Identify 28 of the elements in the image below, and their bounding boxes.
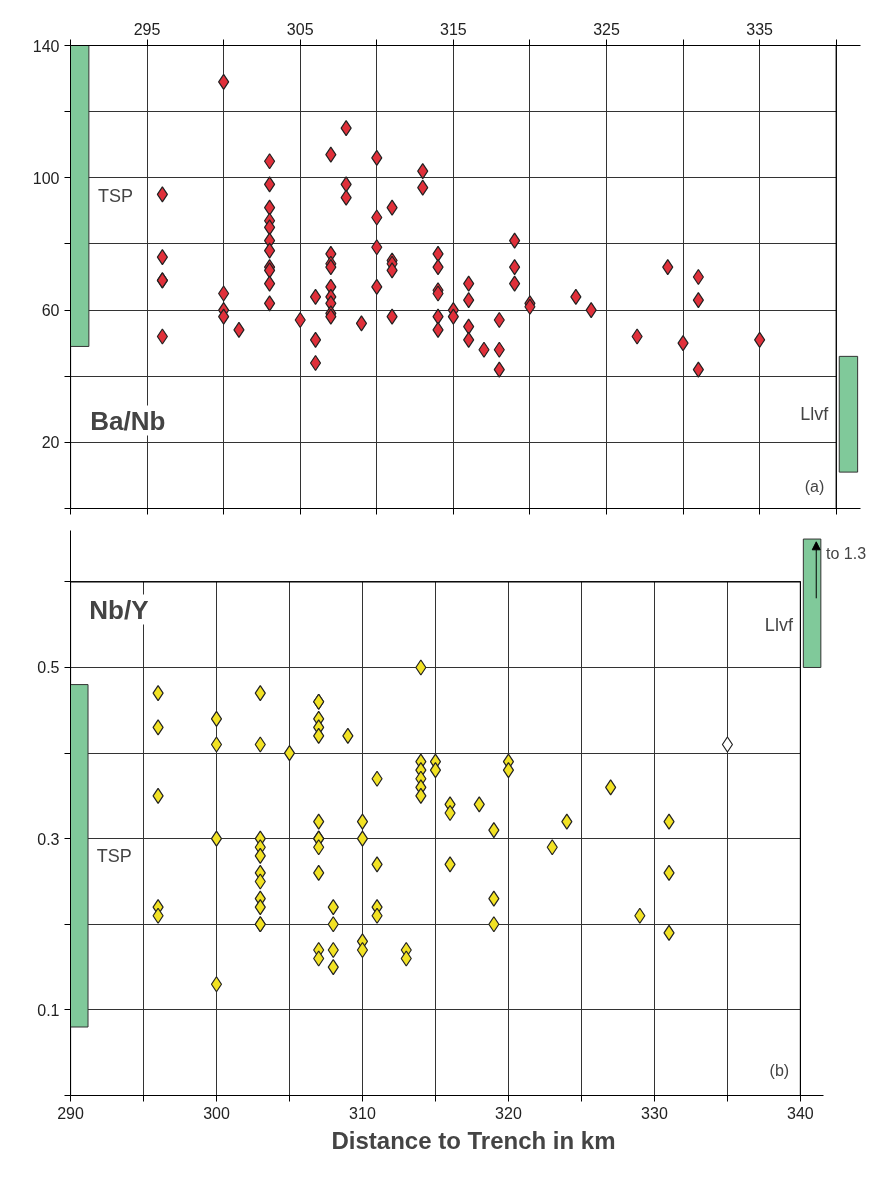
- x-tick-label: 330: [641, 1104, 668, 1122]
- annotation: (b): [769, 1061, 790, 1079]
- series-label: TSP: [98, 185, 134, 206]
- y-tick-label: 20: [41, 434, 60, 452]
- x-axis-title: Distance to Trench in km: [331, 1126, 616, 1154]
- x-tick-label: 335: [746, 20, 774, 38]
- text: Ba/Nb: [90, 405, 166, 436]
- y-tick-label: 0.5: [37, 659, 60, 677]
- y-tick-label: 0.3: [37, 830, 60, 848]
- x-tick-label: 325: [593, 20, 620, 38]
- series-label: Llvf: [764, 614, 794, 635]
- y-tick-label: 0.1: [37, 1001, 60, 1019]
- x-tick-label: 295: [133, 20, 161, 38]
- y-tick-label: 140: [32, 37, 60, 55]
- text: to 1.3: [826, 544, 867, 562]
- text: Nb/Y: [89, 594, 149, 625]
- x-tick-label: 315: [440, 20, 467, 38]
- x-tick-label: 340: [787, 1104, 814, 1122]
- annotation: (a): [804, 477, 825, 495]
- x-tick-label: 300: [203, 1104, 230, 1122]
- y-tick-label: 100: [32, 169, 60, 187]
- series-label: Llvf: [800, 404, 830, 425]
- y-tick-label: 60: [41, 302, 60, 320]
- x-tick-label: 305: [286, 20, 314, 38]
- series-label: TSP: [96, 845, 132, 866]
- x-tick-label: 320: [495, 1104, 522, 1122]
- x-tick-label: 310: [349, 1104, 376, 1122]
- x-tick-label: 290: [57, 1104, 84, 1122]
